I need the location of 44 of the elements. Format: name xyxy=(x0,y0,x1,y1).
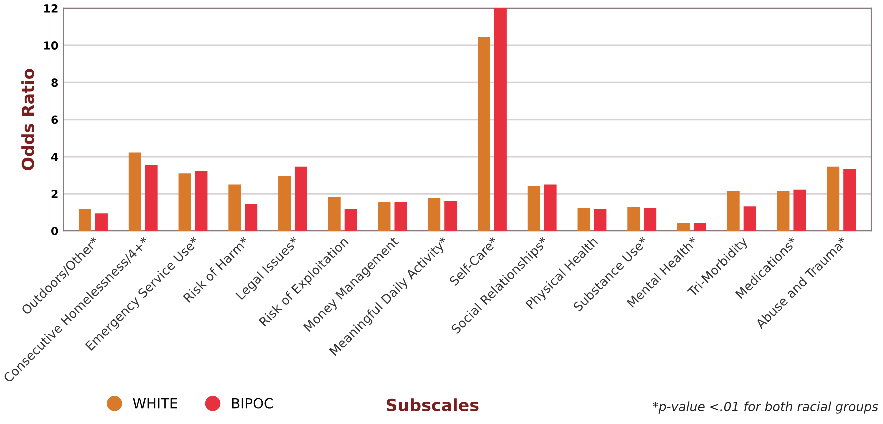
bar xyxy=(544,184,557,232)
bar xyxy=(678,223,690,232)
bar xyxy=(794,190,806,232)
bar xyxy=(79,209,92,232)
y-tick-label: 0 xyxy=(52,227,58,236)
y-tick-label: 4 xyxy=(51,153,58,162)
bar xyxy=(178,174,192,232)
bar xyxy=(478,37,490,232)
bar xyxy=(744,206,756,232)
y-tick-label: 8 xyxy=(52,78,58,88)
bar xyxy=(228,184,242,232)
bar xyxy=(528,186,540,232)
text: *p-value <.01 for both racial groups xyxy=(652,402,878,414)
bar xyxy=(628,206,640,232)
y-tick-label: 12 xyxy=(44,4,58,13)
y-tick-label: 10 xyxy=(44,42,58,50)
bar xyxy=(195,170,208,232)
bar xyxy=(594,209,607,232)
bar xyxy=(378,202,391,232)
bar xyxy=(394,202,408,232)
y-tick-label: 2 xyxy=(52,190,58,198)
bar xyxy=(727,191,740,232)
x-axis-title: Subscales xyxy=(386,398,479,412)
bar xyxy=(777,191,790,232)
bar xyxy=(294,166,308,232)
bar xyxy=(644,208,657,232)
bar xyxy=(95,214,108,232)
bar xyxy=(578,208,590,232)
bar xyxy=(278,176,291,232)
bar xyxy=(128,152,142,232)
bar xyxy=(694,223,706,232)
bar xyxy=(145,165,158,232)
bar xyxy=(428,198,441,232)
y-tick-label: 6 xyxy=(52,116,58,124)
bar xyxy=(344,209,358,232)
bar xyxy=(245,204,258,232)
bar xyxy=(844,169,856,232)
bar xyxy=(444,201,458,232)
legend-label: BIPOC xyxy=(232,398,273,409)
legend-label: WHITE xyxy=(133,398,178,409)
y-axis-title: Odds Ratio xyxy=(22,69,34,170)
bar xyxy=(827,166,840,232)
bar xyxy=(494,8,507,232)
bar xyxy=(328,196,341,232)
